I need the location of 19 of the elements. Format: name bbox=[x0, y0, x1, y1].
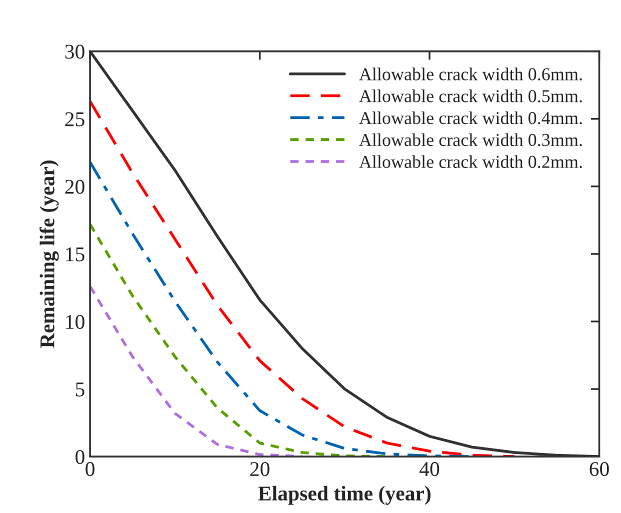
x-tick-label: 0 bbox=[86, 462, 94, 476]
x-tick-label: 60 bbox=[590, 462, 609, 476]
y-tick-label: 20 bbox=[65, 180, 84, 194]
y-tick-label: 25 bbox=[65, 112, 84, 126]
x-tick-label: 20 bbox=[250, 462, 270, 476]
legend-label: Allowable crack width 0.3mm. bbox=[359, 133, 582, 146]
line-series bbox=[90, 284, 304, 457]
legend-label: Allowable crack width 0.6mm. bbox=[359, 68, 582, 80]
legend-label: Allowable crack width 0.2mm. bbox=[359, 155, 582, 168]
x-tick-label: 40 bbox=[420, 462, 440, 476]
y-tick-label: 30 bbox=[65, 44, 84, 59]
y-tick-label: 10 bbox=[66, 314, 84, 329]
y-axis-title: Remaining life (year) bbox=[40, 160, 59, 348]
y-tick-label: 0 bbox=[76, 450, 84, 464]
y-tick-label: 15 bbox=[66, 247, 84, 262]
legend-label: Allowable crack width 0.4mm. bbox=[359, 111, 582, 124]
y-tick-label: 5 bbox=[76, 382, 84, 396]
x-axis-title: Elapsed time (year) bbox=[258, 486, 431, 505]
legend-label: Allowable crack width 0.5mm. bbox=[359, 90, 582, 102]
